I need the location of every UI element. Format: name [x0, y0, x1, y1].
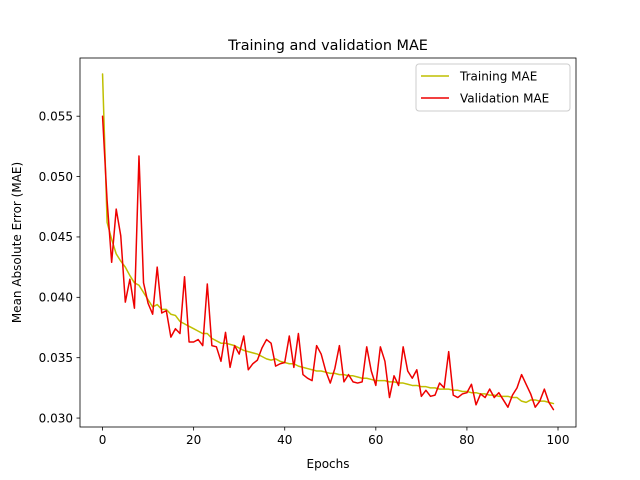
x-tick-label: 20	[186, 433, 201, 447]
legend-box	[415, 63, 571, 112]
x-tick-label: 60	[368, 433, 383, 447]
x-tick-label: 0	[99, 433, 107, 447]
x-axis-label: Epochs	[307, 457, 350, 471]
y-tick-label: 0.050	[39, 170, 73, 184]
legend-label-training: Training MAE	[459, 70, 537, 84]
y-tick-label: 0.035	[39, 351, 73, 365]
validation-mae-line	[101, 115, 555, 411]
y-axis-label: Mean Absolute Error (MAE)	[10, 162, 24, 323]
series-lines	[101, 73, 555, 411]
x-tick-label: 100	[547, 433, 570, 447]
x-tick-label: 40	[277, 433, 292, 447]
y-tick-label: 0.055	[39, 109, 73, 123]
plot-area	[80, 58, 576, 427]
x-tick-label: 80	[459, 433, 474, 447]
training-mae-line	[101, 73, 555, 405]
axis-ticks: 0 20 40 60 80 100 0.030 0.035 0.040 0.045 0.050 0.0…	[39, 109, 570, 447]
y-tick-label: 0.030	[39, 411, 73, 425]
axes-frame	[79, 57, 577, 428]
y-tick-label: 0.040	[39, 291, 73, 305]
chart-title: Training and validation MAE	[227, 38, 428, 54]
legend: Training MAE Validation MAE	[415, 63, 571, 112]
y-tick-label: 0.045	[39, 230, 73, 244]
legend-label-validation: Validation MAE	[460, 92, 549, 106]
